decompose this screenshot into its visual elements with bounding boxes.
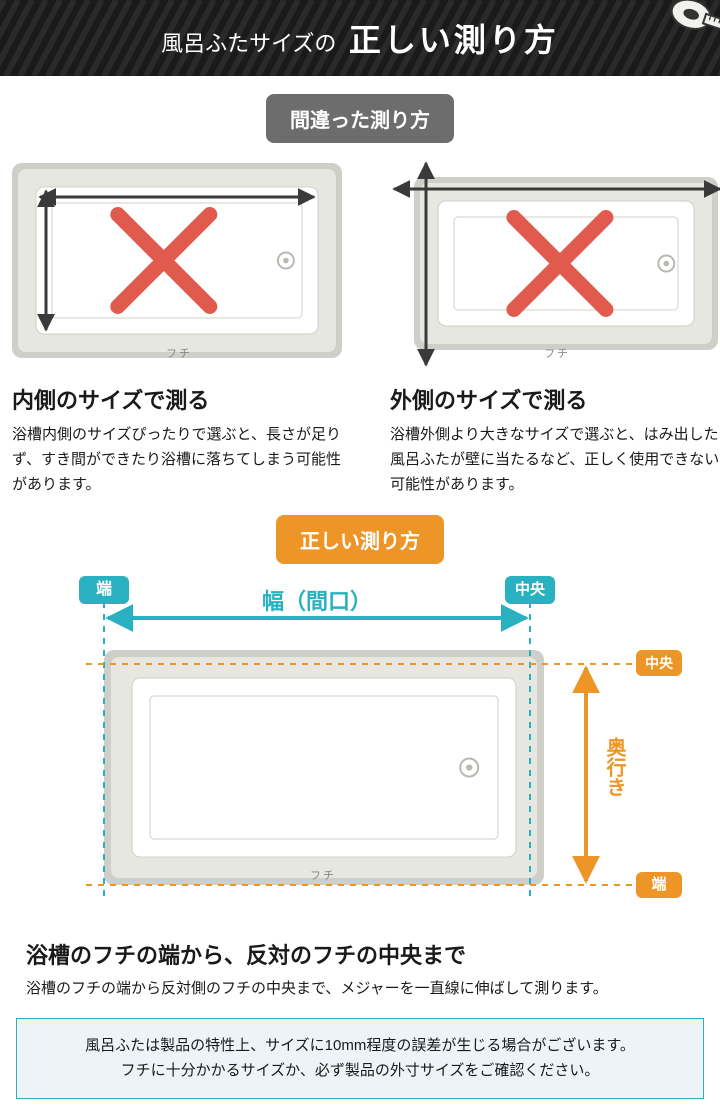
summary-heading: 浴槽のフチの端から、反対のフチの中央まで bbox=[0, 926, 720, 976]
fuchi-label-right: フチ bbox=[544, 345, 570, 361]
correct-badge: 正しい測り方 bbox=[276, 515, 444, 564]
pill-depth-center: 中央 bbox=[636, 650, 682, 676]
wrong-left-figure: フチ bbox=[12, 159, 346, 369]
summary-body: 浴槽のフチの端から反対側のフチの中央まで、メジャーを一直線に伸ばして測ります。 bbox=[0, 976, 720, 1016]
wrong-examples-row: フチ 内側のサイズで測る 浴槽内側のサイズぴったりで選ぶと、長さが足りず、すき間… bbox=[0, 153, 720, 497]
correct-svg bbox=[36, 574, 684, 926]
measuring-tape-icon bbox=[664, 0, 720, 44]
wrong-right-figure: フチ bbox=[390, 159, 720, 369]
wrong-right-body: 浴槽外側より大きなサイズで選ぶと、はみ出した風呂ふたが壁に当たるなど、正しく使用… bbox=[390, 423, 720, 497]
wrong-right-heading: 外側のサイズで測る bbox=[390, 383, 720, 415]
correct-badge-row: 正しい測り方 bbox=[0, 515, 720, 564]
fuchi-label-left: フチ bbox=[166, 345, 192, 361]
wrong-left-col: フチ 内側のサイズで測る 浴槽内側のサイズぴったりで選ぶと、長さが足りず、すき間… bbox=[12, 159, 346, 497]
wrong-badge-row: 間違った測り方 bbox=[0, 94, 720, 143]
wrong-left-svg bbox=[12, 159, 346, 369]
wrong-badge: 間違った測り方 bbox=[266, 94, 454, 143]
header-banner: 風呂ふたサイズの 正しい測り方 bbox=[0, 0, 720, 76]
correct-figure: 端 中央 幅（間口） 中央 端 奥行き フチ bbox=[36, 574, 684, 926]
pill-width-end: 端 bbox=[79, 576, 129, 604]
width-label: 幅（間口） bbox=[262, 584, 372, 616]
pill-width-center: 中央 bbox=[505, 576, 555, 604]
wrong-right-col: フチ 外側のサイズで測る 浴槽外側より大きなサイズで選ぶと、はみ出した風呂ふたが… bbox=[390, 159, 720, 497]
wrong-left-body: 浴槽内側のサイズぴったりで選ぶと、長さが足りず、すき間ができたり浴槽に落ちてしま… bbox=[12, 423, 346, 497]
header-main: 正しい測り方 bbox=[349, 22, 559, 58]
note-box: 風呂ふたは製品の特性上、サイズに10mm程度の誤差が生じる場合がございます。フチ… bbox=[16, 1018, 704, 1099]
wrong-right-svg bbox=[390, 159, 720, 369]
header-title: 風呂ふたサイズの 正しい測り方 bbox=[161, 15, 559, 61]
correct-section: 正しい測り方 端 中央 幅（間口） 中央 端 奥行き フチ 浴槽のフチの端から、… bbox=[0, 515, 720, 1099]
fuchi-label-correct: フチ bbox=[310, 867, 336, 883]
wrong-left-heading: 内側のサイズで測る bbox=[12, 383, 346, 415]
depth-label: 奥行き bbox=[600, 737, 629, 797]
pill-depth-end: 端 bbox=[636, 872, 682, 898]
header-prefix: 風呂ふたサイズの bbox=[161, 31, 336, 56]
